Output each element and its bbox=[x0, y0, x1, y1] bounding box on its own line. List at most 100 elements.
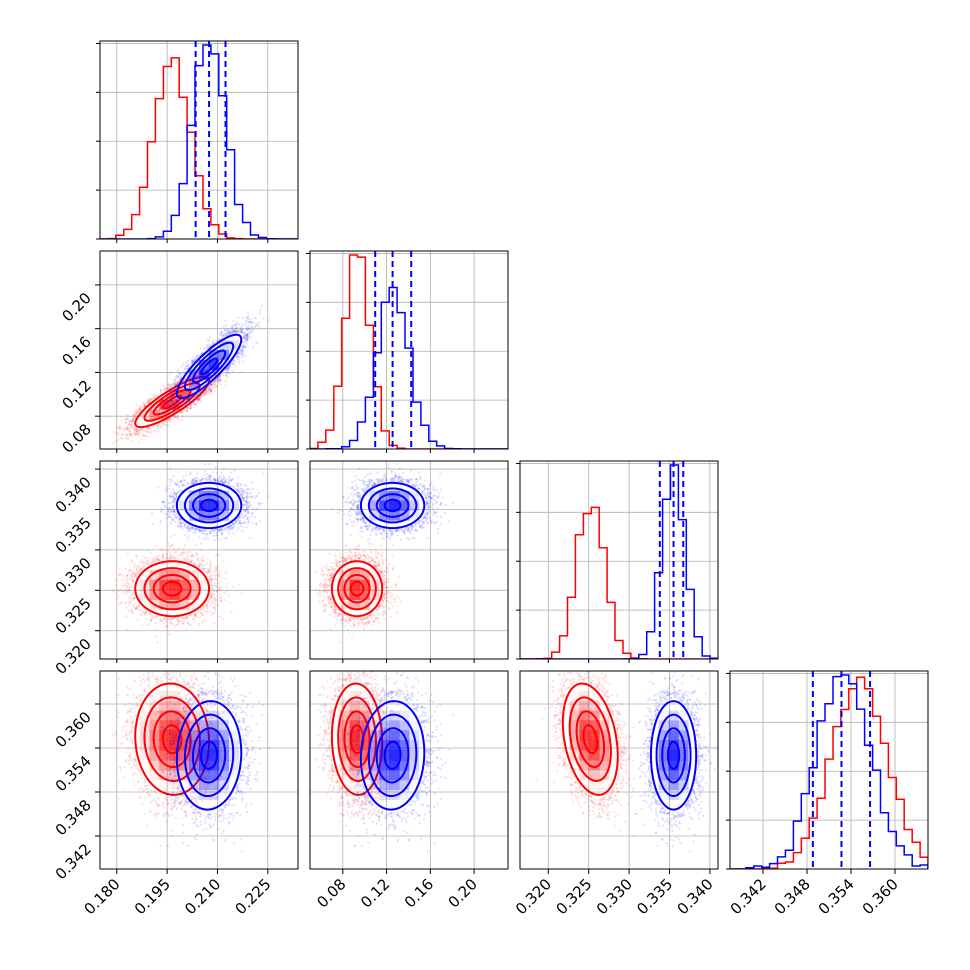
scatter-point bbox=[327, 773, 330, 776]
scatter-point bbox=[235, 488, 238, 491]
scatter-point bbox=[172, 395, 175, 398]
scatter-point bbox=[192, 482, 195, 485]
scatter-point bbox=[436, 515, 439, 518]
scatter-point bbox=[190, 481, 193, 484]
scatter-point bbox=[569, 789, 573, 792]
scatter-point bbox=[199, 782, 202, 785]
scatter-point bbox=[167, 424, 170, 427]
scatter-point bbox=[205, 605, 208, 608]
scatter-point bbox=[196, 398, 199, 401]
scatter-point bbox=[358, 557, 361, 560]
scatter-point bbox=[240, 494, 243, 497]
scatter-point bbox=[369, 613, 372, 616]
scatter-point bbox=[564, 693, 567, 696]
scatter-point bbox=[358, 811, 361, 814]
scatter-point bbox=[190, 555, 193, 558]
scatter-point bbox=[186, 398, 189, 401]
scatter-point bbox=[640, 764, 644, 767]
scatter-point bbox=[173, 799, 176, 802]
scatter-point bbox=[200, 612, 203, 615]
scatter-point bbox=[560, 702, 563, 705]
scatter-point bbox=[428, 501, 431, 504]
scatter-point bbox=[369, 809, 372, 813]
density-cell bbox=[589, 770, 600, 781]
scatter-point bbox=[162, 501, 165, 504]
scatter-point bbox=[144, 434, 147, 437]
scatter-point bbox=[401, 480, 404, 483]
scatter-point bbox=[127, 583, 130, 586]
scatter-point bbox=[129, 589, 132, 592]
scatter-point bbox=[188, 685, 191, 688]
scatter-point bbox=[151, 674, 154, 677]
scatter-point bbox=[358, 551, 361, 555]
scatter-point bbox=[131, 711, 134, 714]
scatter-point bbox=[243, 334, 246, 337]
scatter-point bbox=[595, 686, 598, 689]
scatter-point bbox=[361, 808, 364, 811]
scatter-point bbox=[167, 506, 170, 509]
scatter-point bbox=[597, 676, 600, 679]
scatter-point bbox=[214, 603, 217, 606]
scatter-point bbox=[174, 383, 177, 387]
scatter-point bbox=[226, 526, 229, 529]
scatter-point bbox=[378, 605, 381, 608]
scatter-point bbox=[384, 727, 387, 730]
scatter-point bbox=[241, 351, 244, 354]
density-cell bbox=[179, 730, 190, 741]
scatter-point bbox=[207, 390, 210, 393]
scatter-point bbox=[190, 359, 193, 362]
density-cell bbox=[179, 740, 190, 751]
scatter-point bbox=[405, 482, 409, 485]
scatter-point bbox=[345, 794, 348, 797]
scatter-point bbox=[161, 501, 164, 504]
scatter-point bbox=[160, 397, 163, 401]
scatter-point bbox=[391, 567, 394, 570]
scatter-point bbox=[122, 428, 125, 431]
scatter-point bbox=[192, 672, 196, 676]
scatter-point bbox=[170, 797, 173, 800]
scatter-point bbox=[374, 690, 377, 693]
scatter-point bbox=[584, 669, 586, 671]
scatter-point bbox=[209, 579, 212, 582]
scatter-point bbox=[603, 798, 606, 801]
scatter-point bbox=[340, 796, 343, 800]
scatter-point bbox=[348, 677, 351, 680]
scatter-point bbox=[178, 620, 181, 623]
scatter-point bbox=[444, 511, 447, 514]
scatter-point bbox=[156, 803, 159, 806]
density-1-2-0 bbox=[150, 463, 271, 551]
scatter-point bbox=[216, 725, 219, 729]
scatter-point bbox=[146, 427, 149, 430]
scatter-point bbox=[557, 703, 560, 706]
density-cell bbox=[359, 760, 370, 771]
scatter-point bbox=[171, 492, 174, 495]
scatter-point bbox=[128, 755, 131, 758]
scatter-point bbox=[329, 720, 332, 724]
scatter-point bbox=[212, 597, 216, 600]
scatter-point bbox=[180, 402, 184, 405]
scatter-point bbox=[234, 327, 237, 330]
scatter-point bbox=[242, 344, 245, 347]
density-cell bbox=[349, 770, 360, 781]
scatter-point bbox=[201, 529, 204, 532]
scatter-point bbox=[128, 725, 132, 728]
density-cell bbox=[579, 750, 590, 761]
scatter-point bbox=[380, 707, 383, 710]
scatter-point bbox=[135, 574, 138, 577]
scatter-point bbox=[618, 723, 621, 726]
scatter-point bbox=[600, 672, 604, 675]
scatter-point bbox=[342, 803, 345, 806]
scatter-point bbox=[570, 793, 573, 796]
scatter-point bbox=[245, 508, 248, 511]
scatter-point bbox=[372, 619, 376, 623]
scatter-point bbox=[135, 767, 138, 770]
scatter-point bbox=[327, 599, 330, 602]
scatter-point bbox=[208, 532, 211, 535]
scatter-point bbox=[200, 530, 203, 533]
scatter-point bbox=[126, 747, 129, 750]
scatter-point bbox=[563, 776, 566, 779]
scatter-point bbox=[245, 338, 249, 341]
scatter-point bbox=[133, 429, 136, 432]
scatter-point bbox=[341, 618, 344, 621]
scatter-point bbox=[359, 804, 362, 807]
